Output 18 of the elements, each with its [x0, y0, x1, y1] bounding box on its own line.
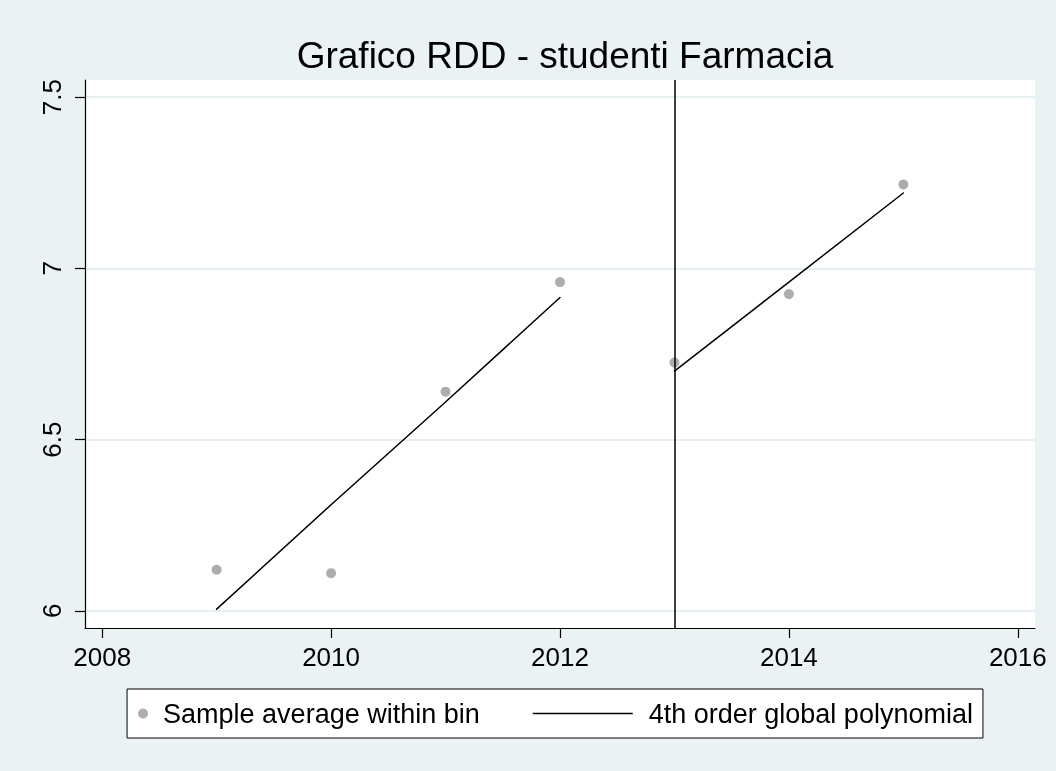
- point: [211, 564, 222, 575]
- y-tick-label: 7: [37, 261, 67, 276]
- point: [326, 568, 337, 579]
- x-tick-label: 2016: [988, 642, 1047, 672]
- y-tick-label: 6: [37, 603, 67, 619]
- point: [783, 289, 794, 300]
- x-tick-label: 2010: [302, 642, 361, 672]
- x-tick-label: 2014: [759, 642, 818, 672]
- point: [898, 179, 909, 190]
- x-tick-label: 2012: [531, 642, 589, 672]
- y-tick-label: 7.5: [37, 79, 67, 116]
- point: [555, 277, 565, 288]
- y-tick-label: 6.5: [37, 421, 67, 458]
- point: [440, 386, 451, 397]
- chart-title: Grafico RDD - studenti Farmacia: [296, 35, 834, 76]
- legend-label: Sample average within bin: [163, 698, 480, 729]
- legend-label: 4th order global polynomial: [648, 698, 973, 729]
- x-tick-label: 2008: [73, 642, 132, 672]
